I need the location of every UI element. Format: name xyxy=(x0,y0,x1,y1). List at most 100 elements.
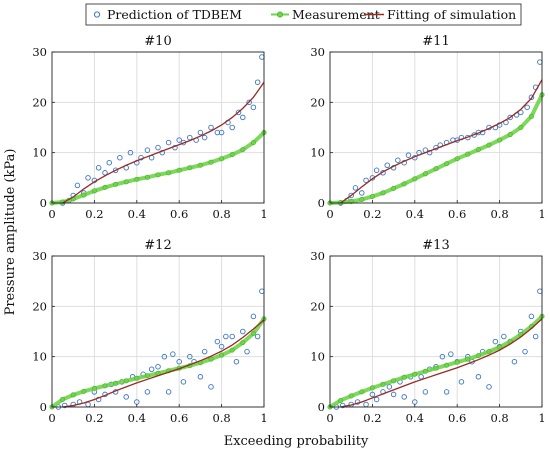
x-tick-label: 0.6 xyxy=(170,411,188,425)
prediction-point xyxy=(123,394,129,400)
prediction-point xyxy=(369,391,376,398)
x-tick-label: 0 xyxy=(48,411,55,425)
prediction-point xyxy=(246,99,252,106)
measurement-point xyxy=(113,380,119,386)
axes-frame xyxy=(51,255,265,408)
measurement-point xyxy=(369,385,375,391)
y-tick-label: 0 xyxy=(40,400,47,414)
x-tick-label: 0 xyxy=(48,207,55,221)
prediction-point xyxy=(61,402,68,409)
prediction-point xyxy=(218,343,225,350)
measurement-point xyxy=(208,159,214,165)
prediction-point xyxy=(492,338,499,345)
measurement-point xyxy=(144,174,150,180)
measurement-point xyxy=(348,393,354,399)
measurement-point xyxy=(444,161,450,167)
prediction-point xyxy=(524,104,530,111)
measurement-point xyxy=(91,385,97,391)
measurement-point xyxy=(528,113,534,119)
prediction-point xyxy=(176,137,182,143)
measurement-point xyxy=(70,392,76,398)
measurement-point xyxy=(454,156,460,162)
prediction-point xyxy=(244,348,250,355)
measurement-point xyxy=(412,176,418,182)
y-tick-label: 20 xyxy=(32,299,47,313)
x-tick-label: 0.2 xyxy=(85,207,103,221)
y-tick-label: 20 xyxy=(310,95,325,109)
prediction-point xyxy=(208,124,214,131)
measurement-point xyxy=(444,362,450,368)
prediction-point xyxy=(106,159,112,166)
prediction-point xyxy=(197,374,204,380)
measurement-point xyxy=(486,142,492,148)
measurement-point xyxy=(422,171,428,177)
fitting-line xyxy=(340,79,543,204)
prediction-point xyxy=(359,190,365,196)
prediction-point xyxy=(165,139,172,146)
y-tick-label: 0 xyxy=(40,196,47,210)
measurement-point xyxy=(113,181,119,187)
measurement-point xyxy=(338,397,344,403)
y-tick-label: 20 xyxy=(32,95,47,109)
x-tick-label: 0.8 xyxy=(490,411,508,425)
x-tick-label: 0.4 xyxy=(128,207,146,221)
x-tick-label: 0.2 xyxy=(85,411,103,425)
measurement-point xyxy=(422,368,428,374)
plot-area xyxy=(52,52,264,203)
x-tick-label: 0.2 xyxy=(363,207,381,221)
prediction-point xyxy=(74,182,81,189)
subplot-title: #11 xyxy=(422,34,449,49)
measurement-point xyxy=(475,353,481,359)
measurement-point xyxy=(391,378,397,384)
prediction-point xyxy=(208,384,214,390)
measurement-point xyxy=(187,165,193,171)
prediction-point xyxy=(127,149,134,156)
prediction-point xyxy=(401,394,407,400)
x-tick-label: 0.8 xyxy=(212,207,230,221)
measurement-point xyxy=(134,176,140,182)
prediction-point xyxy=(532,333,539,340)
fitting-line xyxy=(62,319,265,408)
prediction-point xyxy=(422,389,429,395)
prediction-point xyxy=(144,389,151,395)
measurement-point xyxy=(475,147,481,153)
prediction-point xyxy=(197,129,204,136)
x-tick-label: 0.6 xyxy=(448,207,466,221)
subplot-title: #13 xyxy=(422,238,449,253)
prediction-point xyxy=(405,152,412,158)
x-tick-label: 0.2 xyxy=(363,411,381,425)
fitting-line xyxy=(62,81,265,204)
fitting-line xyxy=(340,318,543,408)
subplot-title: #12 xyxy=(144,238,171,253)
axes-frame xyxy=(329,255,543,408)
prediction-point xyxy=(390,391,397,398)
measurement-point xyxy=(391,185,397,191)
measurement-point xyxy=(507,132,513,138)
y-tick-label: 10 xyxy=(32,146,47,160)
prediction-point xyxy=(501,333,507,340)
prediction-point xyxy=(373,167,380,174)
measurement-point xyxy=(518,125,524,131)
measurement-point xyxy=(240,340,246,346)
measurement-point xyxy=(250,331,256,337)
prediction-point xyxy=(187,134,193,141)
prediction-point xyxy=(180,379,187,385)
y-tick-label: 10 xyxy=(32,350,47,364)
prediction-point xyxy=(511,358,518,365)
prediction-point xyxy=(233,358,240,365)
legend: Prediction of TDBEM Measurement Fitting … xyxy=(85,3,522,26)
x-tick-label: 0.6 xyxy=(170,207,188,221)
measurement-point xyxy=(497,344,503,350)
prediction-point xyxy=(201,134,208,141)
measurement-point xyxy=(412,371,418,377)
legend-box xyxy=(85,3,522,26)
x-axis-label: Exceeding probability xyxy=(224,434,369,449)
x-tick-label: 0.8 xyxy=(490,207,508,221)
measurement-point xyxy=(369,193,375,199)
prediction-point xyxy=(250,104,257,111)
measurement-point xyxy=(102,184,108,190)
